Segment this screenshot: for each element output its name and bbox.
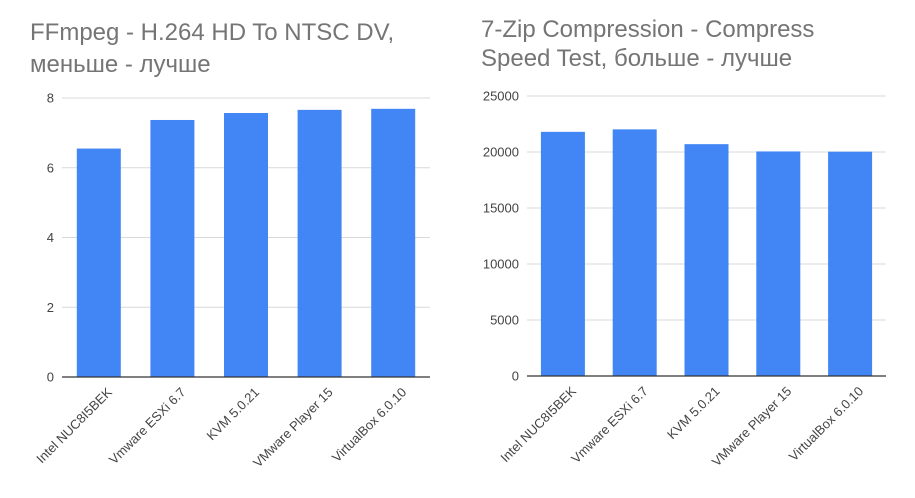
x-category-label: KVM 5.0.21 <box>203 385 262 444</box>
y-tick-label: 8 <box>47 91 54 106</box>
chart-title-line-1: 7-Zip Compression - Compress <box>481 16 814 43</box>
x-category-label: VirtualBox 6.0.10 <box>329 385 409 465</box>
y-tick-label: 20000 <box>483 145 519 160</box>
x-category-label: Intel NUC8I5BEK <box>497 383 579 465</box>
chart-title-line-2: меньше - лучше <box>30 51 211 78</box>
7zip-chart: 7-Zip Compression - Compress Speed Test,… <box>481 16 886 469</box>
bar <box>76 148 121 377</box>
chart-title-line-2: Speed Test, больше - лучше <box>481 45 792 72</box>
y-tick-label: 4 <box>47 230 54 245</box>
x-category-label: VirtualBox 6.0.10 <box>786 384 866 464</box>
bar <box>371 108 416 377</box>
y-tick-label: 2 <box>47 300 54 315</box>
bar <box>684 144 729 376</box>
x-category-label: VMware Player 15 <box>709 384 795 470</box>
x-category-label: Vmware ESXi 6.7 <box>106 385 189 468</box>
y-tick-label: 15000 <box>483 201 519 216</box>
x-category-label: KVM 5.0.21 <box>664 384 723 443</box>
x-category-label: Intel NUC8I5BEK <box>33 384 115 466</box>
y-tick-label: 5000 <box>490 313 519 328</box>
bar <box>297 109 342 378</box>
x-category-label: Vmware ESXi 6.7 <box>568 384 651 467</box>
bar <box>540 131 585 376</box>
bar <box>224 112 268 377</box>
ffmpeg-chart: FFmpeg - H.264 HD To NTSC DV, меньше - л… <box>30 19 430 470</box>
chart-title-line-1: FFmpeg - H.264 HD To NTSC DV, <box>30 19 394 46</box>
y-tick-label: 0 <box>512 369 519 384</box>
y-tick-label: 10000 <box>483 257 519 272</box>
bar <box>612 129 657 376</box>
x-category-label: VMware Player 15 <box>250 385 336 471</box>
y-tick-label: 6 <box>47 160 54 175</box>
bar <box>828 151 873 376</box>
bar <box>756 151 801 376</box>
y-tick-label: 25000 <box>483 89 519 104</box>
bar <box>150 119 195 377</box>
y-tick-label: 0 <box>47 370 54 385</box>
